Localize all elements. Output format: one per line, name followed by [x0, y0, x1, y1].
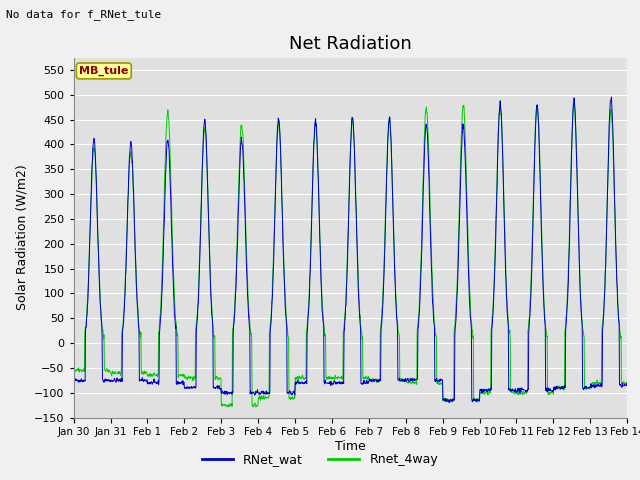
Rnet_4way — [255, 396, 263, 402]
Rnet_4way — [224, 404, 232, 410]
RNet_wat — [436, 376, 444, 382]
Rnet_4way — [497, 98, 504, 104]
X-axis label: Time: Time — [335, 440, 366, 453]
Rnet_4way — [558, 386, 566, 392]
Title: Net Radiation: Net Radiation — [289, 35, 412, 53]
RNet_wat — [509, 387, 516, 393]
RNet_wat — [623, 382, 631, 387]
Rnet_4way — [436, 380, 444, 386]
Text: MB_tule: MB_tule — [79, 66, 129, 76]
RNet_wat — [558, 384, 566, 389]
RNet_wat — [255, 391, 262, 396]
RNet_wat — [70, 377, 77, 383]
Legend: RNet_wat, Rnet_4way: RNet_wat, Rnet_4way — [197, 448, 443, 471]
Rnet_4way — [623, 380, 631, 386]
Rnet_4way — [509, 389, 517, 395]
RNet_wat — [179, 382, 187, 388]
RNet_wat — [445, 400, 453, 406]
Line: RNet_wat: RNet_wat — [74, 97, 627, 403]
Y-axis label: Solar Radiation (W/m2): Solar Radiation (W/m2) — [15, 165, 29, 311]
Rnet_4way — [179, 372, 187, 377]
Rnet_4way — [193, 316, 200, 322]
Rnet_4way — [70, 367, 77, 372]
RNet_wat — [193, 324, 200, 329]
Line: Rnet_4way: Rnet_4way — [74, 101, 627, 407]
Text: No data for f_RNet_tule: No data for f_RNet_tule — [6, 9, 162, 20]
RNet_wat — [607, 94, 615, 100]
